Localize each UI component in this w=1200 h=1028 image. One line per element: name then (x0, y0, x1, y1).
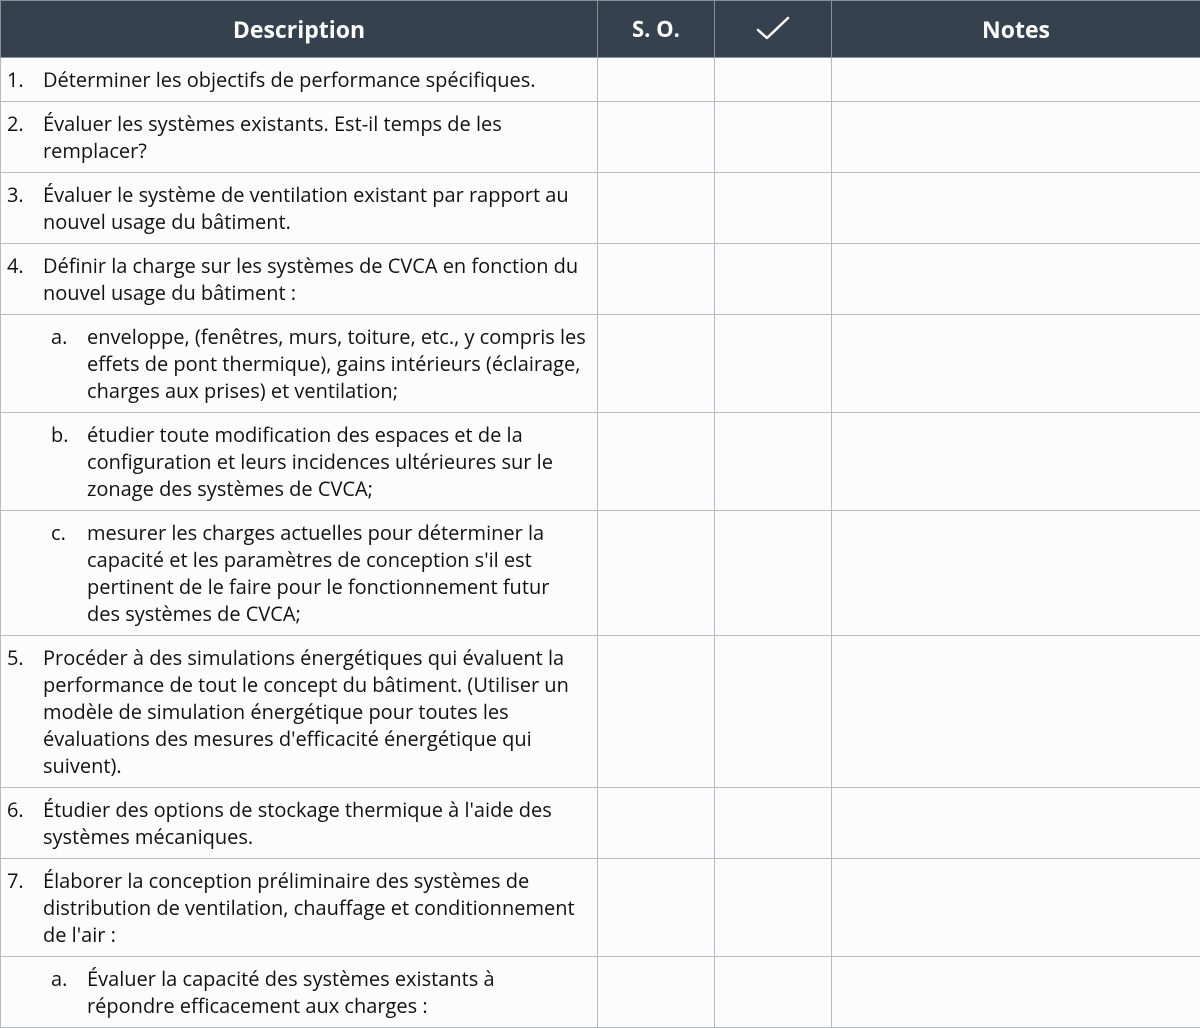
so-cell[interactable] (598, 788, 715, 859)
check-cell[interactable] (715, 102, 832, 173)
table-row: 1.Déterminer les objectifs de performanc… (1, 58, 1200, 102)
check-cell[interactable] (715, 58, 832, 102)
check-cell[interactable] (715, 788, 832, 859)
item-number: 2. (7, 110, 43, 164)
notes-cell[interactable] (832, 173, 1200, 244)
item-text: Étudier des options de stockage thermiqu… (43, 796, 587, 850)
item-text: étudier toute modification des espaces e… (87, 421, 587, 502)
check-cell[interactable] (715, 315, 832, 413)
check-cell[interactable] (715, 511, 832, 636)
description-cell: 3.Évaluer le système de ventilation exis… (1, 173, 598, 244)
item-text: Évaluer la capacité des systèmes existan… (87, 965, 587, 1019)
subitem-letter: a. (51, 323, 87, 404)
table-body: 1.Déterminer les objectifs de performanc… (1, 58, 1200, 1028)
check-cell[interactable] (715, 957, 832, 1028)
table-row: 4.Définir la charge sur les systèmes de … (1, 244, 1200, 315)
table-row: 3.Évaluer le système de ventilation exis… (1, 173, 1200, 244)
item-text: Évaluer les systèmes existants. Est-il t… (43, 110, 587, 164)
so-cell[interactable] (598, 315, 715, 413)
check-cell[interactable] (715, 244, 832, 315)
item-number: 6. (7, 796, 43, 850)
item-number: 1. (7, 66, 43, 93)
subitem-letter: c. (51, 519, 87, 627)
description-cell: 2.Évaluer les systèmes existants. Est-il… (1, 102, 598, 173)
item-text: Procéder à des simulations énergétiques … (43, 644, 587, 779)
header-notes: Notes (832, 1, 1200, 58)
check-cell[interactable] (715, 173, 832, 244)
header-description: Description (1, 1, 598, 58)
item-text: Définir la charge sur les systèmes de CV… (43, 252, 587, 306)
description-cell: 5.Procéder à des simulations énergétique… (1, 636, 598, 788)
header-check (715, 1, 832, 58)
item-number: 5. (7, 644, 43, 779)
table-row: a.Évaluer la capacité des systèmes exist… (1, 957, 1200, 1028)
description-cell: a.enveloppe, (fenêtres, murs, toiture, e… (1, 315, 598, 413)
item-number: 7. (7, 867, 43, 948)
checkmark-icon (756, 16, 790, 42)
notes-cell[interactable] (832, 102, 1200, 173)
so-cell[interactable] (598, 859, 715, 957)
so-cell[interactable] (598, 58, 715, 102)
item-text: Déterminer les objectifs de performance … (43, 66, 587, 93)
table-row: b.étudier toute modification des espaces… (1, 413, 1200, 511)
so-cell[interactable] (598, 173, 715, 244)
notes-cell[interactable] (832, 244, 1200, 315)
so-cell[interactable] (598, 244, 715, 315)
notes-cell[interactable] (832, 957, 1200, 1028)
description-cell: 7.Élaborer la conception préliminaire de… (1, 859, 598, 957)
check-cell[interactable] (715, 636, 832, 788)
description-cell: 4.Définir la charge sur les systèmes de … (1, 244, 598, 315)
description-cell: 1.Déterminer les objectifs de performanc… (1, 58, 598, 102)
notes-cell[interactable] (832, 315, 1200, 413)
table-row: c.mesurer les charges actuelles pour dét… (1, 511, 1200, 636)
check-cell[interactable] (715, 859, 832, 957)
description-cell: b.étudier toute modification des espaces… (1, 413, 598, 511)
description-cell: 6.Étudier des options de stockage thermi… (1, 788, 598, 859)
item-text: mesurer les charges actuelles pour déter… (87, 519, 587, 627)
notes-cell[interactable] (832, 788, 1200, 859)
table-row: a.enveloppe, (fenêtres, murs, toiture, e… (1, 315, 1200, 413)
header-so: S. O. (598, 1, 715, 58)
notes-cell[interactable] (832, 58, 1200, 102)
description-cell: c.mesurer les charges actuelles pour dét… (1, 511, 598, 636)
subitem-letter: b. (51, 421, 87, 502)
subitem-letter: a. (51, 965, 87, 1019)
item-text: Évaluer le système de ventilation exista… (43, 181, 587, 235)
so-cell[interactable] (598, 102, 715, 173)
so-cell[interactable] (598, 636, 715, 788)
notes-cell[interactable] (832, 859, 1200, 957)
so-cell[interactable] (598, 511, 715, 636)
checklist-table: Description S. O. Notes 1.Déterminer les… (0, 0, 1200, 1028)
notes-cell[interactable] (832, 413, 1200, 511)
so-cell[interactable] (598, 413, 715, 511)
header-row: Description S. O. Notes (1, 1, 1200, 58)
item-number: 3. (7, 181, 43, 235)
check-cell[interactable] (715, 413, 832, 511)
item-number: 4. (7, 252, 43, 306)
so-cell[interactable] (598, 957, 715, 1028)
item-text: enveloppe, (fenêtres, murs, toiture, etc… (87, 323, 587, 404)
table-row: 2.Évaluer les systèmes existants. Est-il… (1, 102, 1200, 173)
table-row: 5.Procéder à des simulations énergétique… (1, 636, 1200, 788)
notes-cell[interactable] (832, 636, 1200, 788)
description-cell: a.Évaluer la capacité des systèmes exist… (1, 957, 598, 1028)
item-text: Élaborer la conception préliminaire des … (43, 867, 587, 948)
table-row: 6.Étudier des options de stockage thermi… (1, 788, 1200, 859)
table-row: 7.Élaborer la conception préliminaire de… (1, 859, 1200, 957)
notes-cell[interactable] (832, 511, 1200, 636)
